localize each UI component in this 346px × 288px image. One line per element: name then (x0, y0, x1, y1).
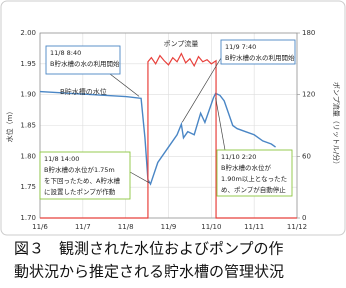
series-line (40, 52, 297, 219)
y-tick-label: 2.00 (20, 29, 36, 37)
y-tick-label: 1.80 (20, 152, 36, 160)
y2-tick-label: 60 (302, 152, 311, 160)
annotation-text: 11/9 7:40 (225, 43, 256, 51)
annotation-text: B貯水槽の水位が (221, 163, 271, 172)
annotation-arrow (181, 57, 222, 123)
annotation-text: B貯水槽の水位が1.75m (44, 165, 115, 174)
legend-label: B貯水槽の水位 (60, 87, 107, 96)
caption: 図３ 観測された水位およびポンプの作 (14, 240, 284, 257)
y2-tick-label: 0 (302, 214, 306, 222)
annotation-text: 1.90m以上となったた (221, 174, 287, 183)
annotation-box (45, 45, 121, 75)
y-tick-label: 1.75 (20, 183, 36, 191)
annotation-box (216, 149, 293, 197)
x-tick-label: 11/12 (287, 223, 307, 231)
y2-tick-label: 120 (302, 91, 315, 99)
y2-axis-title: ポンプ流量（リットル/分） (332, 82, 341, 168)
annotation-arrow (129, 171, 150, 184)
plot-frame (39, 32, 298, 219)
annotation-arrow (215, 97, 226, 151)
annotation-text: に設置したポンプが作動 (44, 187, 116, 196)
annotation-arrow (109, 73, 140, 97)
x-tick-label: 11/10 (201, 223, 221, 231)
y-axis-title: 水位（m） (5, 108, 14, 143)
annotation-text: 11/10 2:20 (221, 153, 256, 161)
annotation-box (39, 151, 131, 200)
legend-label: ポンプ流量 (164, 39, 199, 48)
annotation-text: め、ポンプが自動停止 (221, 185, 286, 194)
caption: 動状況から推定される貯水槽の管理状況 (14, 263, 284, 280)
annotation-text: B貯水槽の水の利用開始 (50, 59, 120, 68)
x-tick-label: 11/8 (118, 223, 134, 231)
annotation-text: 11/8 8:40 (50, 49, 81, 57)
y2-tick-label: 180 (302, 29, 315, 37)
annotation-text: 11/8 14:00 (44, 155, 79, 163)
x-tick-label: 11/7 (75, 223, 91, 231)
annotation-box (220, 39, 296, 65)
y-tick-label: 1.90 (20, 91, 36, 99)
x-tick-label: 11/6 (32, 223, 48, 231)
chart-frame (0, 0, 346, 236)
x-tick-label: 11/11 (244, 223, 264, 231)
series-line (39, 90, 276, 186)
x-tick-label: 11/9 (161, 223, 177, 231)
annotation-text: B貯水槽の水の利用開始 (225, 53, 295, 62)
y-tick-label: 1.95 (20, 60, 36, 68)
annotation-text: を下回ったため、A貯水槽 (44, 176, 120, 185)
y-tick-label: 1.70 (20, 214, 36, 222)
y-tick-label: 1.85 (20, 122, 36, 130)
